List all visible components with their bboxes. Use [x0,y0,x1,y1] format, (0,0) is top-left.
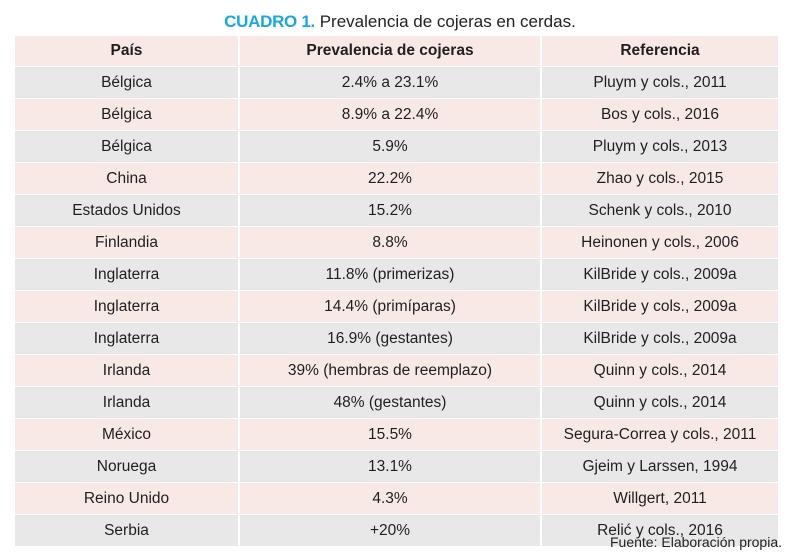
column-header-prevalence: Prevalencia de cojeras [239,36,542,67]
cell-country: Estados Unidos [15,194,240,227]
cell-reference: KilBride y cols., 2009a [541,322,778,355]
cell-country: China [15,162,240,195]
cell-prevalence: 8.9% a 22.4% [239,98,542,131]
cell-prevalence: +20% [239,514,542,547]
table-row: Inglaterra 11.8% (primerizas) KilBride y c… [15,258,778,291]
table-row: Irlanda 48% (gestantes) Quinn y cols., 201… [15,386,778,419]
source-note: Fuente: Elaboración propia. [610,534,782,550]
table-body: Bélgica 2.4% a 23.1% Pluym y cols., 2011 Bé… [15,66,778,547]
table-row: China 22.2% Zhao y cols., 2015 [15,162,778,195]
cell-country: Bélgica [15,130,240,163]
cell-reference: Segura-Correa y cols., 2011 [541,418,778,451]
cell-prevalence: 8.8% [239,226,542,259]
cell-country: Inglaterra [15,258,240,291]
table-row: Reino Unido 4.3% Willgert, 2011 [15,482,778,515]
cell-prevalence: 39% (hembras de reemplazo) [239,354,542,387]
cell-reference: Gjeim y Larssen, 1994 [541,450,778,483]
cell-prevalence: 5.9% [239,130,542,163]
cell-country: Noruega [15,450,240,483]
table-caption: CUADRO 1. Prevalencia de cojeras en cerd… [0,11,800,33]
table-row: Estados Unidos 15.2% Schenk y cols., 2010 [15,194,778,227]
cell-prevalence: 16.9% (gestantes) [239,322,542,355]
cell-country: México [15,418,240,451]
table-header-row: País Prevalencia de cojeras Referencia [15,36,778,67]
caption-text: Prevalencia de cojeras en cerdas. [319,12,576,31]
cell-country: Serbia [15,514,240,547]
table-row: Inglaterra 14.4% (primíparas) KilBride y c… [15,290,778,323]
lameness-prevalence-table: País Prevalencia de cojeras Referencia B… [15,36,778,547]
column-header-country: País [15,36,240,67]
column-header-reference: Referencia [541,36,778,67]
table-row: Irlanda 39% (hembras de reemplazo) Quinn y… [15,354,778,387]
cell-reference: Quinn y cols., 2014 [541,386,778,419]
cell-prevalence: 2.4% a 23.1% [239,66,542,99]
cell-reference: KilBride y cols., 2009a [541,290,778,323]
cell-prevalence: 13.1% [239,450,542,483]
cell-prevalence: 22.2% [239,162,542,195]
cell-prevalence: 15.2% [239,194,542,227]
cell-country: Bélgica [15,66,240,99]
cell-country: Irlanda [15,354,240,387]
caption-label: CUADRO 1. [224,12,315,31]
table-row: Noruega 13.1% Gjeim y Larssen, 1994 [15,450,778,483]
table-row: Bélgica 5.9% Pluym y cols., 2013 [15,130,778,163]
cell-prevalence: 4.3% [239,482,542,515]
cell-reference: Bos y cols., 2016 [541,98,778,131]
table-row: Finlandia 8.8% Heinonen y cols., 2006 [15,226,778,259]
cell-prevalence: 48% (gestantes) [239,386,542,419]
table-row: Bélgica 8.9% a 22.4% Bos y cols., 2016 [15,98,778,131]
cell-prevalence: 15.5% [239,418,542,451]
cell-reference: Pluym y cols., 2013 [541,130,778,163]
cell-reference: KilBride y cols., 2009a [541,258,778,291]
table-row: Inglaterra 16.9% (gestantes) KilBride y co… [15,322,778,355]
table-row: México 15.5% Segura-Correa y cols., 2011 [15,418,778,451]
cell-country: Inglaterra [15,290,240,323]
cell-country: Bélgica [15,98,240,131]
cell-reference: Quinn y cols., 2014 [541,354,778,387]
cell-reference: Willgert, 2011 [541,482,778,515]
cell-country: Irlanda [15,386,240,419]
cell-country: Reino Unido [15,482,240,515]
table-row: Bélgica 2.4% a 23.1% Pluym y cols., 2011 [15,66,778,99]
cell-reference: Schenk y cols., 2010 [541,194,778,227]
cell-reference: Zhao y cols., 2015 [541,162,778,195]
cell-country: Finlandia [15,226,240,259]
cell-prevalence: 11.8% (primerizas) [239,258,542,291]
cell-reference: Relić y cols., 2016 [541,514,778,547]
cell-reference: Heinonen y cols., 2006 [541,226,778,259]
cell-country: Inglaterra [15,322,240,355]
cell-reference: Pluym y cols., 2011 [541,66,778,99]
table-row: Serbia +20% Relić y cols., 2016 [15,514,778,547]
cell-prevalence: 14.4% (primíparas) [239,290,542,323]
